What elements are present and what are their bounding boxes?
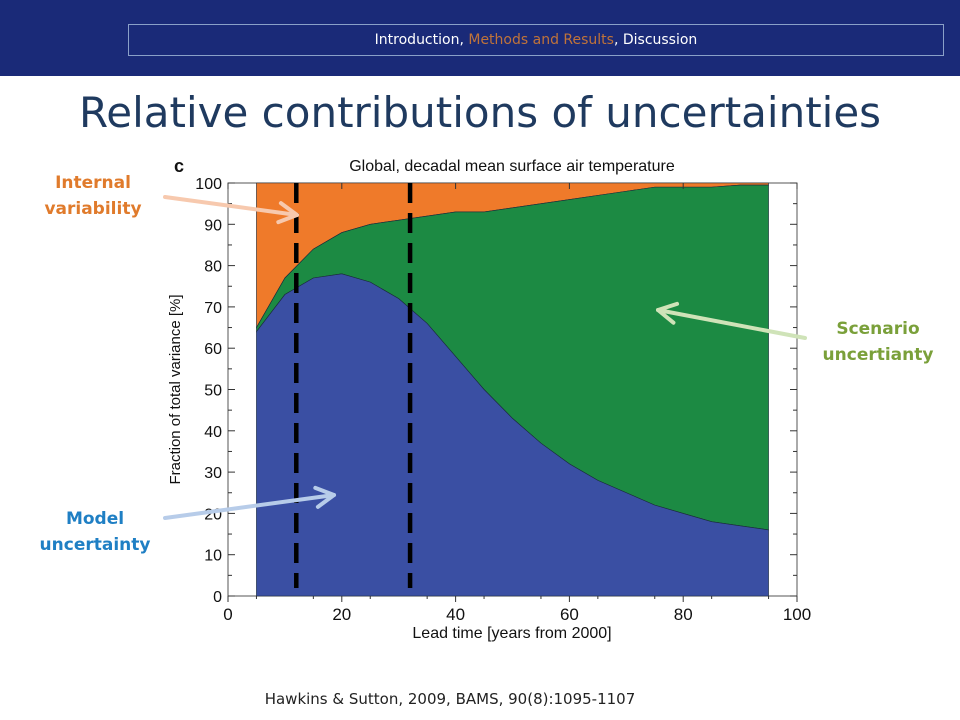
- slide-title: Relative contributions of uncertainties: [78, 88, 882, 137]
- citation: Hawkins & Sutton, 2009, BAMS, 90(8):1095…: [264, 690, 636, 708]
- chart-title: Global, decadal mean surface air tempera…: [349, 158, 675, 175]
- y-tick-label: 60: [204, 341, 222, 358]
- x-tick-label: 80: [674, 605, 693, 624]
- y-tick-label: 80: [204, 259, 222, 276]
- section-nav: Introduction, Methods and Results, Discu…: [128, 24, 944, 56]
- arrow-model-head: [313, 485, 336, 509]
- nav-part-methods[interactable]: Methods and Results: [468, 32, 614, 48]
- arrow-model-shaft: [163, 493, 336, 520]
- y-tick-label: 100: [195, 176, 222, 193]
- x-tick-label: 0: [223, 605, 232, 624]
- callout-internal-line1: Internal: [55, 173, 131, 193]
- header-bar: Introduction, Methods and Results, Discu…: [0, 0, 960, 76]
- callout-scenario-uncertainty: Scenario uncertianty: [808, 316, 948, 368]
- callout-model-line2: uncertainty: [39, 535, 151, 555]
- nav-part-discussion[interactable]: , Discussion: [613, 32, 698, 48]
- y-tick-label: 70: [204, 300, 222, 317]
- callout-scenario-line1: Scenario: [836, 319, 920, 339]
- panel-label: c: [174, 156, 184, 176]
- x-tick-label: 40: [446, 605, 465, 624]
- nav-part-intro[interactable]: Introduction,: [374, 32, 469, 48]
- y-tick-label: 50: [204, 383, 222, 400]
- arrow-scenario-shaft: [656, 308, 807, 340]
- x-tick-label: 60: [560, 605, 579, 624]
- y-tick-label: 90: [204, 217, 222, 234]
- x-tick-label: 20: [332, 605, 351, 624]
- y-tick-label: 40: [204, 424, 222, 441]
- y-tick-label: 10: [204, 548, 222, 565]
- y-axis-label: Fraction of total variance [%]: [167, 294, 184, 484]
- arrow-scenario-head: [656, 301, 680, 325]
- arrow-internal-head: [276, 201, 299, 225]
- y-tick-label: 0: [213, 589, 222, 606]
- arrow-internal-shaft: [163, 195, 299, 217]
- x-axis-label: Lead time [years from 2000]: [412, 625, 611, 642]
- callout-model-line1: Model: [65, 509, 125, 529]
- callout-scenario-line2: uncertianty: [822, 345, 934, 365]
- callout-model-uncertainty: Model uncertainty: [30, 506, 160, 558]
- x-tick-label: 100: [783, 605, 811, 624]
- callout-internal-line2: variability: [44, 199, 142, 219]
- y-tick-label: 30: [204, 465, 222, 482]
- callout-internal-variability: Internal variability: [28, 170, 158, 222]
